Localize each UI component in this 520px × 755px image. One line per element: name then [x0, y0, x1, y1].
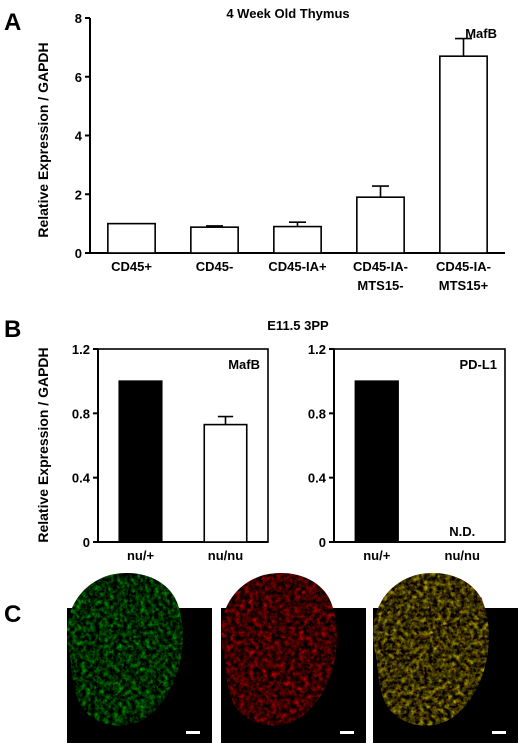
- inset-annotation: PD-L1: [459, 357, 497, 372]
- y-tick-label: 4: [75, 129, 83, 144]
- y-tick-label: 1.2: [308, 342, 326, 357]
- y-axis-label: Relative Expression / GAPDH: [35, 347, 51, 542]
- y-tick-label: 0: [83, 535, 90, 550]
- bar: [273, 225, 322, 254]
- chart-title: 4 Week Old Thymus: [226, 6, 349, 21]
- panel-c-letter: C: [4, 601, 21, 628]
- x-category-label: CD45-: [196, 259, 234, 274]
- subchart-2: 0 0.4 0.8 1.2 nu/+ nu/nu N.D. PD-L1: [308, 342, 506, 563]
- x-category-label: CD45-IA-: [353, 259, 408, 274]
- scale-bar: [186, 731, 200, 734]
- bar: [354, 380, 399, 543]
- x-category-label: CD45-IA-: [436, 259, 491, 274]
- y-tick-label: 2: [75, 187, 82, 202]
- x-category-label: MTS15-: [357, 278, 403, 293]
- y-axis-label: Relative Expression / GAPDH: [35, 42, 51, 237]
- y-tick-label: 0.8: [72, 406, 90, 421]
- y-tick-label: 0: [75, 246, 82, 261]
- x-category-label: nu/+: [127, 548, 154, 563]
- x-category-label: CD45-IA+: [268, 259, 327, 274]
- x-category-label: MTS15+: [439, 278, 489, 293]
- panel-c-micrographs: GFPKeratinGFP/Keratin: [66, 573, 518, 743]
- bar: [439, 55, 488, 254]
- panel-b-charts: Relative Expression / GAPDH 0 0.4 0.8 1.2 nu/…: [35, 342, 506, 563]
- panel-b-title: E11.5 3PP: [267, 318, 329, 333]
- scale-bar: [340, 731, 354, 734]
- merge-micrograph: [372, 573, 518, 743]
- bar: [190, 226, 239, 254]
- inset-annotation: MafB: [228, 357, 260, 372]
- x-category-label: nu/+: [363, 548, 390, 563]
- panel-a-letter: A: [4, 9, 21, 36]
- y-tick-label: 1.2: [72, 342, 90, 357]
- y-tick-label: 0.8: [308, 406, 326, 421]
- inset-annotation: MafB: [465, 26, 497, 41]
- y-tick-label: 0: [319, 535, 326, 550]
- y-tick-label: 0.4: [308, 471, 327, 486]
- bar: [118, 380, 163, 543]
- bar: [203, 423, 248, 543]
- panel-a-chart: 4 Week Old Thymus Relative Expression / G…: [35, 6, 505, 293]
- bar: [107, 222, 156, 254]
- x-category-label: nu/nu: [208, 548, 243, 563]
- x-category-label: CD45+: [111, 259, 152, 274]
- keratin-micrograph: [220, 573, 366, 743]
- scale-bar: [492, 731, 506, 734]
- panel-b-letter: B: [4, 316, 21, 343]
- y-tick-label: 6: [75, 70, 82, 85]
- gfp-micrograph: [66, 573, 212, 743]
- x-category-label: nu/nu: [445, 548, 480, 563]
- subchart-1: 0 0.4 0.8 1.2 nu/+ nu/nu MafB: [72, 342, 269, 563]
- bar: [356, 196, 405, 254]
- y-tick-label: 8: [75, 11, 82, 26]
- value-label: N.D.: [449, 524, 475, 539]
- y-tick-label: 0.4: [72, 471, 91, 486]
